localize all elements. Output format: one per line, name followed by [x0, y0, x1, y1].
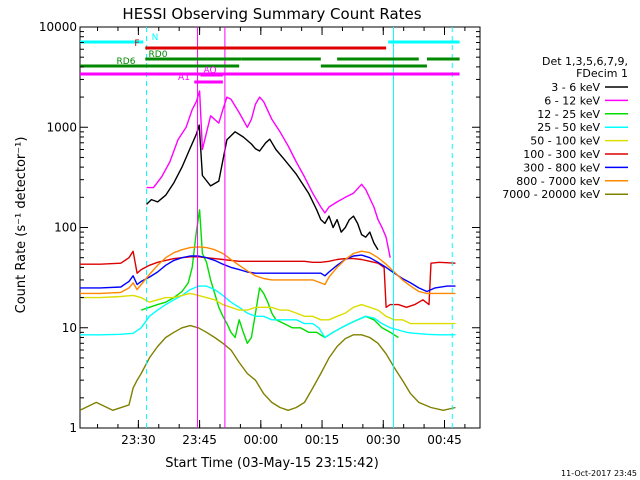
series-line-7 — [80, 246, 456, 295]
footer-timestamp: 11-Oct-2017 23:45 — [561, 469, 637, 478]
series-line-1 — [146, 90, 391, 258]
legend-entry-label: 300 - 800 keV — [523, 161, 600, 174]
legend-subtitle: FDecim 1 — [576, 67, 628, 80]
series-line-5 — [80, 250, 456, 308]
y-tick-label: 10 — [62, 321, 77, 335]
flag-label-f: F — [134, 39, 139, 49]
x-tick-label: 23:30 — [121, 433, 156, 447]
plot-border — [79, 26, 481, 429]
x-tick-label: 00:30 — [366, 433, 401, 447]
x-axis-label: Start Time (03-May-15 23:15:42) — [165, 456, 379, 471]
legend-entry-label: 7000 - 20000 keV — [502, 188, 600, 201]
flag-label-rd6: RD6 — [117, 57, 136, 67]
legend-title: Det 1,3,5,6,7,9, — [542, 55, 628, 68]
legend-entry-label: 50 - 100 keV — [530, 135, 600, 148]
series-line-6 — [80, 254, 456, 293]
x-tick-label: 00:15 — [305, 433, 340, 447]
flag-label-rd0: RD0 — [149, 50, 168, 60]
series-line-3 — [80, 285, 456, 339]
flag-label-n: N — [152, 33, 159, 43]
legend-entry-label: 25 - 50 keV — [537, 121, 600, 134]
series-line-0 — [146, 124, 379, 251]
legend-entry-label: 100 - 300 keV — [523, 148, 600, 161]
y-axis-label: Count Rate (s⁻¹ detector⁻¹) — [14, 137, 29, 314]
y-tick-label: 100 — [54, 221, 77, 235]
y-tick-label: 1 — [69, 421, 77, 435]
series-layer — [79, 27, 456, 428]
x-tick-label: 00:45 — [427, 433, 462, 447]
chart-title: HESSI Observing Summary Count Rates — [122, 5, 421, 23]
plot-frame — [79, 26, 481, 429]
legend-entry-label: 800 - 7000 keV — [516, 175, 600, 188]
series-line-8 — [79, 324, 456, 411]
flag-label-a1: A1 — [178, 73, 190, 83]
legend-entry-label: 12 - 25 keV — [537, 108, 600, 121]
series-line-4 — [80, 292, 456, 325]
flag-label-ao: AO — [203, 66, 216, 76]
legend-entry-label: 6 - 12 keV — [544, 94, 600, 107]
y-tick-label: 10000 — [39, 20, 77, 34]
legend-entry-label: 3 - 6 keV — [551, 81, 600, 94]
x-tick-label: 00:00 — [244, 433, 279, 447]
flag-layer: N F RD0 RD6 AO A1 — [80, 33, 460, 84]
y-tick-label: 1000 — [46, 120, 77, 134]
x-tick-label: 23:45 — [182, 433, 217, 447]
axis-layer: 1 10 100 1000 10000 23:30 23:45 00:00 00:15 00:30… — [39, 20, 480, 447]
